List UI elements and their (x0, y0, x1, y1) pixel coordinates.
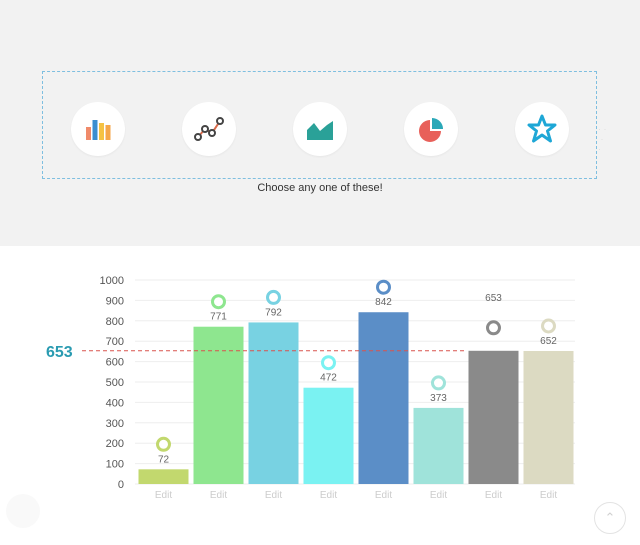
x-tick-label: Edit (540, 490, 557, 501)
bar-marker-ring (156, 436, 171, 452)
x-tick-label: Edit (155, 490, 172, 501)
y-tick-label: 500 (106, 377, 124, 389)
bar-value-label: 652 (540, 336, 557, 347)
bar (138, 469, 189, 484)
area-chart-icon (307, 121, 333, 140)
picker-caption: Choose any one of these! (257, 182, 383, 194)
bar-value-label: 373 (430, 393, 447, 404)
chart-type-picker-panel: Choose any one of these! · · · · (0, 0, 640, 246)
threshold-label: 653 (46, 344, 73, 361)
bar-chart-area: 0 100 200 300 400 500 600 700 800 900 1000 72 Edit 77… (0, 246, 640, 540)
y-tick-label: 700 (106, 336, 124, 348)
y-tick-label: 400 (106, 397, 124, 409)
bar (413, 407, 464, 484)
bar-value-label: 792 (265, 307, 282, 318)
star-option[interactable] (515, 102, 569, 156)
bar-marker-ring (376, 279, 391, 295)
decorative-dots: · · · · (598, 124, 607, 154)
bar-chart-icon (86, 120, 111, 140)
chevron-up-icon: ⌃ (604, 510, 616, 525)
bar-value-label: 472 (320, 373, 337, 384)
bar-marker-ring (211, 294, 226, 310)
chart-type-picker (42, 71, 597, 179)
bar (468, 350, 519, 484)
star-icon (527, 114, 557, 143)
line-chart-option[interactable] (182, 102, 236, 156)
y-tick-label: 100 (106, 459, 124, 471)
y-tick-label: 900 (106, 295, 124, 307)
x-tick-label: Edit (320, 490, 337, 501)
bar (358, 312, 409, 484)
bar-chart-option[interactable] (71, 102, 125, 156)
bar-value-label: 72 (158, 454, 170, 465)
loading-spinner (6, 494, 40, 528)
bar (523, 350, 574, 484)
bar-marker-ring (431, 375, 446, 391)
pie-chart-icon (419, 118, 443, 142)
y-tick-label: 200 (106, 438, 124, 450)
x-tick-label: Edit (485, 490, 502, 501)
line-chart-icon (194, 117, 224, 141)
pie-chart-option[interactable] (404, 102, 458, 156)
y-tick-label: 800 (106, 316, 124, 328)
bar-value-label: 771 (210, 312, 227, 323)
bar (193, 326, 244, 484)
bar-marker-ring (541, 318, 556, 334)
y-tick-label: 600 (106, 357, 124, 369)
y-tick-label: 0 (118, 479, 124, 491)
bar-chart: 0 100 200 300 400 500 600 700 800 900 1000 72 Edit 77… (46, 275, 575, 501)
bar-marker-ring (486, 320, 501, 336)
scroll-to-top-button[interactable]: ⌃ (594, 502, 626, 534)
x-tick-label: Edit (375, 490, 392, 501)
bar (248, 322, 299, 484)
x-tick-label: Edit (265, 490, 282, 501)
area-chart-option[interactable] (293, 102, 347, 156)
bar-marker-ring (321, 355, 336, 371)
bar-marker-ring (266, 289, 281, 305)
bar-value-label: 842 (375, 297, 392, 308)
x-tick-label: Edit (430, 490, 447, 501)
x-tick-label: Edit (210, 490, 227, 501)
bar-value-label: 653 (485, 293, 502, 304)
y-tick-label: 300 (106, 418, 124, 430)
bar (303, 387, 354, 484)
y-tick-label: 1000 (100, 275, 124, 287)
